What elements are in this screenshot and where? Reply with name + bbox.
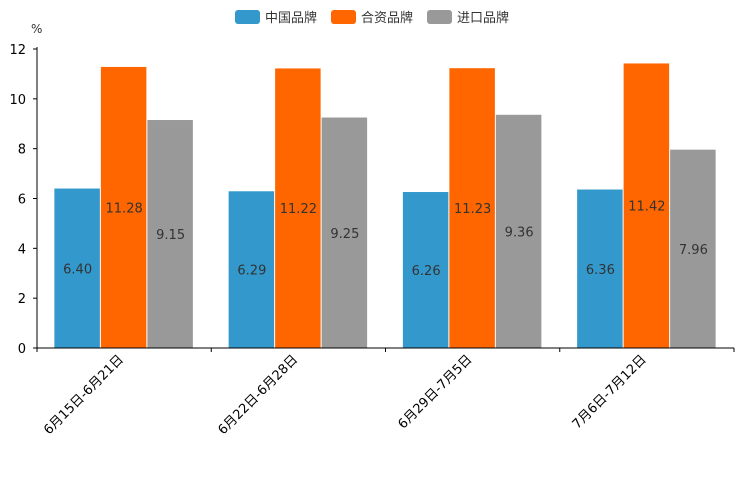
legend-item-china-brand[interactable]: 中国品牌	[234, 7, 317, 26]
bar-value-label: 11.42	[628, 200, 665, 215]
bar[interactable]	[577, 189, 623, 348]
x-tick-label: 6月22日-6月28日	[215, 352, 301, 438]
bar[interactable]	[623, 63, 670, 349]
bar-value-label: 9.15	[156, 228, 185, 243]
y-axis-unit: %	[31, 22, 43, 36]
y-tick-label: 4	[18, 242, 26, 257]
y-tick-label: 8	[18, 143, 26, 158]
y-tick-label: 12	[9, 43, 26, 58]
legend: 中国品牌 合资品牌 进口品牌	[0, 7, 744, 26]
bar-value-label: 11.22	[280, 202, 317, 217]
bar[interactable]	[275, 68, 321, 348]
bar-value-label: 6.26	[412, 264, 441, 279]
bar[interactable]	[449, 68, 495, 348]
x-tick-label: 7月6日-7月12日	[570, 352, 650, 432]
x-tick-label: 6月15日-6月21日	[41, 352, 127, 438]
bar[interactable]	[495, 114, 542, 348]
legend-item-joint-venture-brand[interactable]: 合资品牌	[330, 7, 413, 26]
bar-value-label: 6.36	[586, 263, 615, 278]
y-tick-label: 0	[18, 342, 26, 357]
bar-value-label: 9.25	[330, 227, 359, 242]
legend-label: 合资品牌	[360, 11, 413, 26]
bar[interactable]	[402, 192, 449, 348]
bar[interactable]	[670, 149, 716, 348]
bar[interactable]	[147, 120, 193, 348]
bar-value-label: 6.29	[237, 264, 266, 279]
y-tick-label: 2	[18, 292, 26, 307]
bar-value-label: 7.96	[679, 243, 708, 258]
y-tick-label: 10	[9, 93, 26, 108]
bar-value-label: 11.28	[106, 201, 143, 216]
legend-swatch	[234, 9, 260, 24]
y-tick-label: 6	[18, 193, 26, 208]
bar[interactable]	[321, 117, 368, 348]
bar[interactable]	[228, 191, 275, 348]
bar-value-label: 9.36	[505, 225, 534, 240]
legend-item-import-brand[interactable]: 进口品牌	[427, 7, 509, 26]
legend-label: 中国品牌	[264, 11, 317, 26]
legend-swatch	[330, 9, 356, 24]
legend-label: 进口品牌	[457, 11, 510, 26]
legend-swatch	[427, 9, 452, 24]
bar-value-label: 6.40	[63, 262, 92, 277]
bar-value-label: 11.23	[454, 202, 491, 217]
x-tick-label: 6月29日-7月5日	[396, 352, 476, 432]
bar[interactable]	[100, 66, 147, 348]
bar[interactable]	[54, 188, 100, 348]
